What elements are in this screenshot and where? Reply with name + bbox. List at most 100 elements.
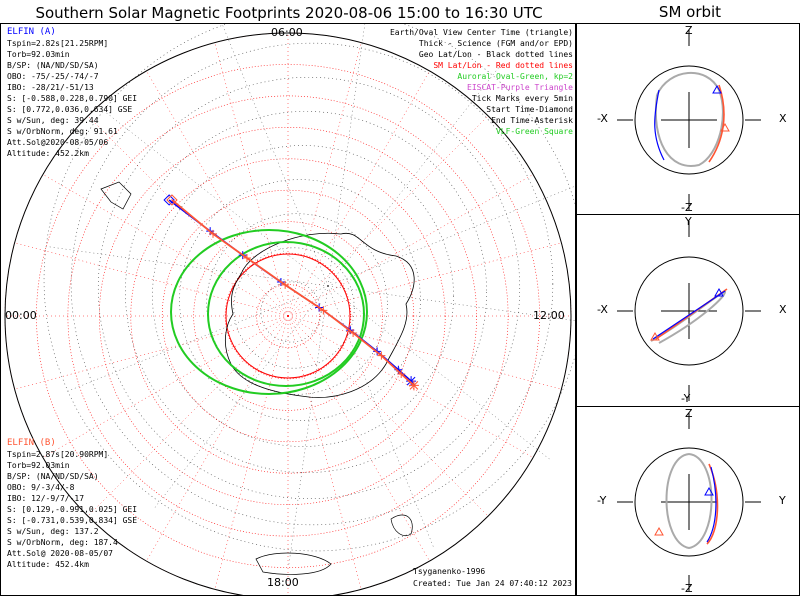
geo-lat-ring: [97, 76, 521, 500]
map-label-left: 00:00: [5, 309, 37, 322]
elfin-a-info: ELFIN (A) Tspin=2.82s[21.25RPM] Torb=92.0…: [7, 27, 137, 159]
tick-mark: [349, 328, 358, 337]
chart-title: Southern Solar Magnetic Footprints 2020-…: [35, 4, 543, 22]
legend: Earth/Oval View Center Time (triangle) Th…: [390, 27, 573, 137]
orbit-group: [654, 72, 730, 167]
map-boundary: [4, 32, 572, 595]
sm-lon-line: [287, 115, 489, 317]
tick-mark: [377, 351, 386, 360]
start-diamond: [166, 194, 178, 206]
sm-axis-label-right: X: [779, 112, 787, 125]
sm-orbit-plot: [617, 221, 761, 401]
geo-lat-ring: [179, 179, 421, 421]
sm-axis-label-left: -Y: [597, 494, 607, 507]
geo-lon-line: [288, 285, 329, 567]
footprint-map-panel: 06:00 00:00 12:00 18:00 Earth/Oval View …: [0, 23, 576, 596]
geo-lat-ring: [260, 281, 322, 343]
footprint-map: [4, 24, 575, 595]
sm-axis-label-top: Z: [685, 24, 693, 37]
geo-lon-line: [153, 285, 329, 510]
map-label-top: 06:00: [271, 26, 303, 39]
sm-lon-line: [287, 315, 562, 390]
south-america-tip: [100, 181, 132, 210]
legend-entry: SM Lat/Lon - Red dotted lines: [433, 61, 573, 70]
map-label-right: 12:00: [533, 309, 565, 322]
legend-entry: Auroral Oval-Green, kp=2: [457, 72, 573, 81]
sm-axis-label-left: -X: [597, 112, 608, 125]
orbit-triangle: [712, 84, 722, 94]
geo-lat-ring: [152, 145, 454, 447]
sm-lon-line: [214, 315, 289, 590]
info-line: S w/OrbNorm, deg: 91.61: [7, 127, 118, 136]
orbit-group: [650, 287, 728, 344]
info-line: Att.Sol@2020-08-05/06: [7, 138, 109, 147]
geo-lon-line: [327, 24, 366, 287]
tick-mark: [319, 306, 328, 315]
elfin-b-info: ELFIN (B) Tspin=2.87s[20.90RPM] Torb=92.0…: [7, 438, 137, 570]
geo-lat-ring: [206, 213, 388, 395]
earth-outline: [634, 65, 744, 175]
new-zealand-coast: [390, 514, 413, 536]
orbit-triangle: [720, 122, 730, 132]
elfin-b-name: ELFIN (B): [7, 438, 56, 448]
geo-lon-line: [65, 285, 329, 393]
info-line: B/SP: (NA/ND/SD/SA): [7, 472, 99, 481]
tick-mark: [209, 229, 218, 238]
sm-axis-label-left: -X: [597, 303, 608, 316]
info-line: S w/OrbNorm, deg: 187.4: [7, 538, 118, 547]
info-line: S: [-0.731,0.539,0.834] GSE: [7, 516, 138, 525]
legend-entry: EISCAT-Purple Triangle: [467, 83, 573, 92]
auroral-oval-outer: [170, 229, 368, 395]
info-line: Att.Sol@ 2020-08-05/07: [7, 549, 113, 558]
sm-orbit-plot: [617, 413, 761, 591]
sm-lon-line: [14, 242, 289, 317]
info-line: OBO: 9/-3/4/-8: [7, 483, 75, 492]
australia-coast: [255, 552, 332, 575]
start-diamond: [163, 194, 175, 206]
info-line: Tspin=2.87s[20.90RPM]: [7, 450, 109, 459]
model-credit: Tsyganenko-1996: [413, 567, 486, 576]
orbit-group: [654, 453, 719, 550]
info-line: Altitude: 452.2km: [7, 149, 89, 158]
orbit-path-elfin-a: [654, 89, 665, 161]
sm-orbit-xz-panel: Z -Z -X X: [576, 23, 800, 215]
sm-pole-circle: [225, 253, 351, 379]
sm-lat-ring: [161, 189, 415, 443]
elfin-a-name: ELFIN (A): [7, 27, 56, 37]
info-line: S: [-0.588,0.228,0.790] GEI: [7, 94, 138, 103]
orbit-path-elfin-a: [652, 290, 726, 340]
info-line: S: [0.129,-0.991,0.025] GEI: [7, 505, 138, 514]
sm-lat-ring: [130, 158, 446, 474]
footprint-track: [171, 199, 415, 387]
map-label-bottom: 18:00: [267, 576, 299, 589]
antarctica-coastline: [224, 232, 415, 398]
info-line: Torb=92.03min: [7, 461, 70, 470]
info-line: S: [0.772,0.036,0.634] GSE: [7, 105, 133, 114]
sm-lat-ring: [193, 221, 383, 411]
info-line: S w/Sun, deg: 39.44: [7, 116, 99, 125]
legend-entry: End Time-Asterisk: [491, 116, 573, 125]
legend-entry: Thick - Science (FGM and/or EPD): [418, 39, 573, 48]
legend-entry: Earth/Oval View Center Time (triangle): [389, 28, 573, 37]
sm-axis-label-right: X: [779, 303, 787, 316]
earth-outline: [634, 447, 744, 557]
sm-orbit-title: SM orbit: [658, 3, 722, 21]
sm-axis-label-bottom: -Y: [681, 392, 691, 405]
orbit-triangle: [704, 486, 714, 496]
sm-orbit-xy-panel: Y -Y -X X: [576, 214, 800, 407]
tick-mark: [281, 280, 290, 289]
sm-lon-line: [214, 42, 289, 317]
info-line: S w/Sun, deg: 137.2: [7, 527, 99, 536]
info-line: OBO: -75/-25/-74/-7: [7, 72, 99, 81]
legend-entry: Geo Lat/Lon - Black dotted lines: [418, 50, 573, 59]
sm-orbit-yz-panel: Z -Z -Y Y: [576, 406, 800, 596]
auroral-oval-inner: [207, 241, 365, 387]
sm-axis-label-bottom: -Z: [681, 582, 693, 595]
legend-entry: VLF-Green Square: [495, 127, 573, 136]
tick-mark: [242, 253, 251, 262]
geo-lon-line: [327, 185, 575, 287]
orbit-triangle: [650, 331, 660, 341]
orbit-path-elfin-a: [706, 466, 717, 543]
sm-axis-label-right: Y: [779, 494, 786, 507]
legend-entry: Tick Marks every 5min: [471, 94, 573, 103]
